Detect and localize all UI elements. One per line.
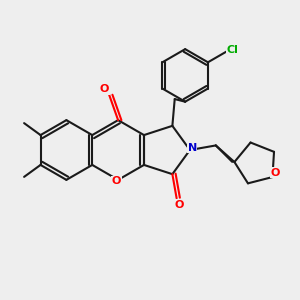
Text: N: N [188,142,197,153]
Text: Cl: Cl [227,45,239,55]
Text: O: O [174,200,184,210]
Text: O: O [270,168,280,178]
Text: O: O [112,176,121,186]
Text: O: O [100,84,110,94]
